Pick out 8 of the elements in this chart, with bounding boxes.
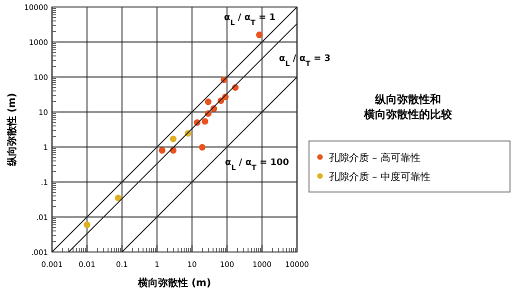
legend-label: 孔隙介质 – 高可靠性 bbox=[329, 152, 420, 164]
text: 纵向弥散性和横向弥散性的比较 bbox=[363, 93, 453, 121]
y-axis-title: 纵向弥散性 (m) bbox=[6, 92, 18, 168]
series-label: α$_{L}$ / α$_{T}$ = 100 bbox=[225, 158, 290, 172]
legend-label: 孔隙介质 – 中度可靠性 bbox=[329, 171, 430, 183]
x-axis-title: 横向弥散性 (m) bbox=[136, 277, 212, 289]
series-label: α$_{L}$ / α$_{T}$ = 1 bbox=[224, 13, 276, 26]
series-label: α$_{L}$ / α$_{T}$ = 3 bbox=[279, 54, 331, 68]
